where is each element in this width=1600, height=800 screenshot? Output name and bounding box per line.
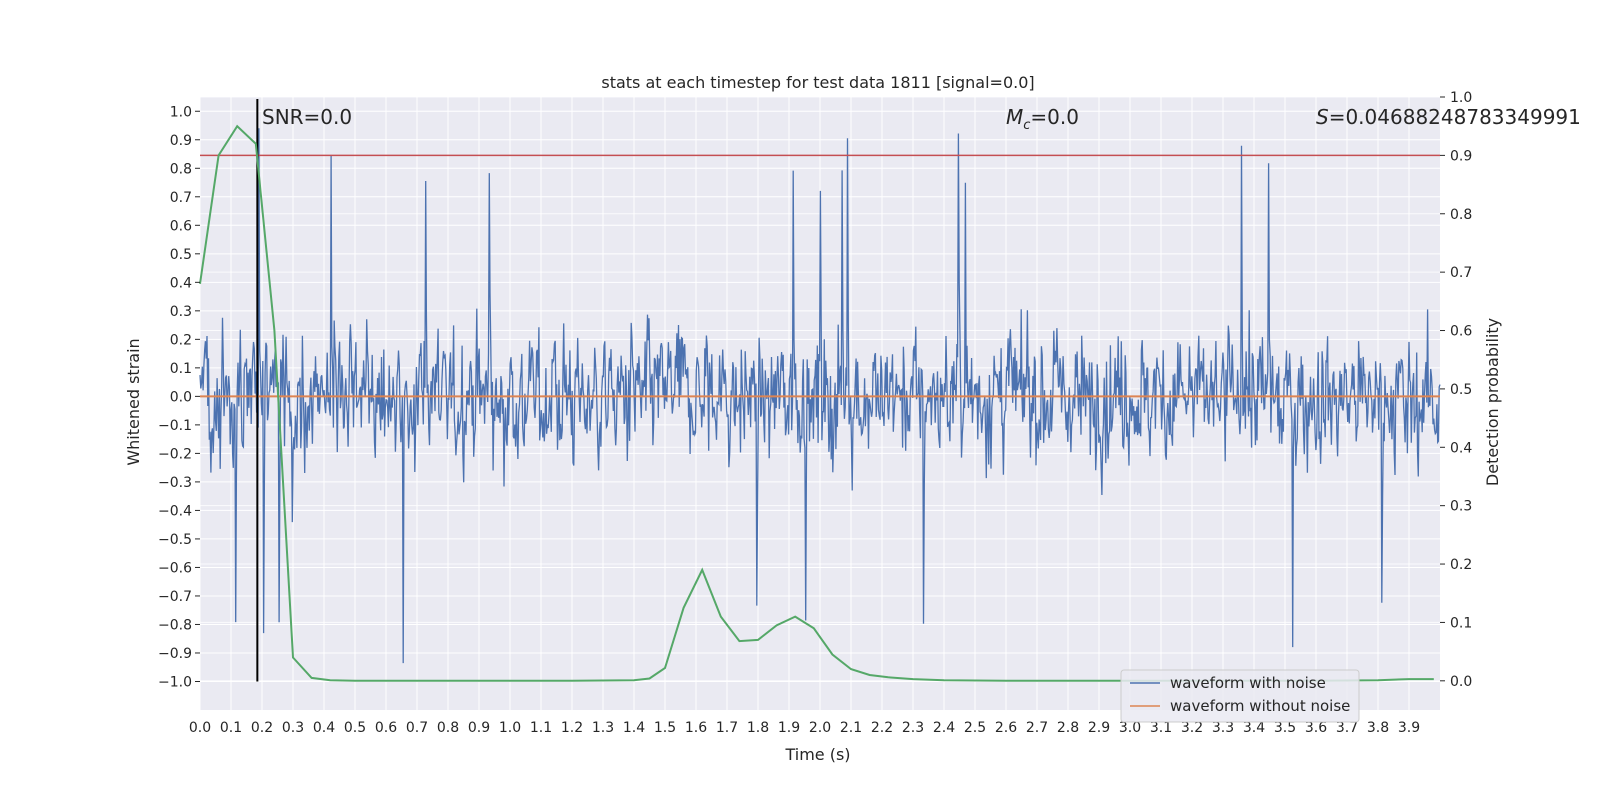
x-tick-label: 3.7	[1336, 720, 1358, 736]
x-tick-label: 1.0	[499, 720, 521, 736]
x-tick-label: 2.7	[1026, 720, 1048, 736]
s-annotation: S=0.04688248783349991	[1316, 105, 1581, 129]
x-tick-label: 0.5	[344, 720, 366, 736]
x-tick-label: 2.0	[809, 720, 831, 736]
y-tick-label: −0.1	[158, 418, 192, 434]
y-tick-label: 0.8	[170, 161, 192, 177]
y-tick-label: −0.3	[158, 475, 192, 491]
y-tick-label: 1.0	[170, 104, 192, 120]
x-tick-label: 2.6	[995, 720, 1017, 736]
y2-tick-label: 0.4	[1450, 440, 1472, 456]
detection-probability-line	[199, 124, 1434, 682]
x-tick-label: 1.9	[778, 720, 800, 736]
y-tick-label: −0.5	[158, 532, 192, 548]
overlay-lines	[199, 99, 1440, 682]
x-tick-label: 2.2	[871, 720, 893, 736]
y2-tick-label: 0.6	[1450, 324, 1472, 340]
x-tick-label: 1.1	[530, 720, 552, 736]
mc-value: =0.0	[1030, 105, 1079, 129]
chart-title: stats at each timestep for test data 181…	[601, 73, 1034, 92]
y-tick-label: −0.6	[158, 560, 192, 576]
x-tick-label: 1.2	[561, 720, 583, 736]
y-tick-label: 0.3	[170, 304, 192, 320]
legend: waveform with noise waveform without noi…	[1120, 669, 1360, 723]
y-axis-label: Whitened strain	[124, 338, 143, 465]
snr-annotation: SNR=0.0	[262, 105, 352, 129]
x-tick-label: 0.1	[220, 720, 242, 736]
x-tick-label: 2.9	[1088, 720, 1110, 736]
x-tick-label: 1.7	[716, 720, 738, 736]
y2-tick-label: 0.1	[1450, 615, 1472, 631]
y2-tick-label: 0.3	[1450, 499, 1472, 515]
axes: 0.0 0.1 0.2 0.3 0.4 0.5 0.6 0.7 0.8 0.9 1.0 1.1 1.2 1…	[158, 90, 1472, 736]
y-tick-label: 0.4	[170, 275, 192, 291]
legend-box	[1120, 669, 1360, 723]
noisy-waveform-series	[199, 128, 1441, 664]
x-tick-label: 3.3	[1212, 720, 1234, 736]
y-tick-label: −0.9	[158, 646, 192, 662]
x-tick-label: 2.3	[902, 720, 924, 736]
x-tick-label: 3.1	[1150, 720, 1172, 736]
y2-axis-label: Detection probability	[1483, 318, 1502, 486]
y-tick-label: 0.0	[170, 389, 192, 405]
s-symbol: S	[1316, 105, 1329, 129]
x-tick-label: 3.2	[1181, 720, 1203, 736]
x-tick-label: 0.2	[251, 720, 273, 736]
y2-tick-label: 0.9	[1450, 148, 1472, 164]
x-tick-label: 0.8	[437, 720, 459, 736]
mc-subscript: c	[1023, 118, 1030, 133]
x-tick-label: 0.0	[189, 720, 211, 736]
x-tick-label: 2.5	[964, 720, 986, 736]
y-tick-label: 0.6	[170, 218, 192, 234]
x-tick-label: 0.4	[313, 720, 335, 736]
y2-tick-label: 0.5	[1450, 382, 1472, 398]
x-tick-label: 0.6	[375, 720, 397, 736]
legend-label-clean: waveform without noise	[1170, 697, 1350, 715]
y-tick-label: −0.4	[158, 503, 192, 519]
y2-tick-label: 0.2	[1450, 557, 1472, 573]
y-tick-label: 0.7	[170, 190, 192, 206]
s-value: =0.04688248783349991	[1329, 105, 1581, 129]
y2-tick-label: 0.0	[1450, 674, 1472, 690]
x-tick-label: 3.0	[1119, 720, 1141, 736]
noisy-waveform-line	[199, 128, 1441, 664]
x-tick-label: 1.6	[685, 720, 707, 736]
x-tick-label: 2.8	[1057, 720, 1079, 736]
y-tick-label: 0.5	[170, 247, 192, 263]
y-tick-label: 0.1	[170, 361, 192, 377]
y-tick-label: 0.9	[170, 133, 192, 149]
mc-symbol: M	[1006, 105, 1023, 129]
x-tick-label: 2.4	[933, 720, 955, 736]
legend-label-noise: waveform with noise	[1170, 674, 1326, 692]
y2-tick-label: 0.8	[1450, 207, 1472, 223]
x-tick-label: 2.1	[840, 720, 862, 736]
y2-tick-label: 1.0	[1450, 90, 1472, 106]
x-tick-label: 1.5	[654, 720, 676, 736]
y-tick-label: 0.2	[170, 332, 192, 348]
y-tick-label: −0.7	[158, 589, 192, 605]
x-tick-label: 1.8	[747, 720, 769, 736]
x-tick-label: 3.6	[1305, 720, 1327, 736]
y2-tick-label: 0.7	[1450, 265, 1472, 281]
x-tick-label: 3.5	[1274, 720, 1296, 736]
mc-annotation: Mc=0.0	[1006, 105, 1079, 133]
x-tick-label: 3.8	[1367, 720, 1389, 736]
y-tick-label: −0.8	[158, 617, 192, 633]
x-tick-label: 0.7	[406, 720, 428, 736]
x-tick-label: 1.4	[623, 720, 645, 736]
x-tick-label: 0.3	[282, 720, 304, 736]
x-axis-label: Time (s)	[784, 745, 850, 764]
y-tick-label: −0.2	[158, 446, 192, 462]
x-tick-label: 0.9	[468, 720, 490, 736]
x-tick-label: 3.9	[1398, 720, 1420, 736]
x-tick-label: 3.4	[1243, 720, 1265, 736]
y-tick-label: −1.0	[158, 674, 192, 690]
x-tick-label: 1.3	[592, 720, 614, 736]
